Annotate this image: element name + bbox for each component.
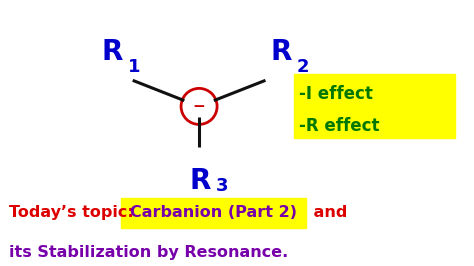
Text: -R effect: -R effect	[299, 117, 379, 135]
Text: −: −	[193, 99, 205, 114]
Text: Today’s topic:: Today’s topic:	[9, 205, 146, 220]
Text: -I effect: -I effect	[299, 85, 373, 103]
FancyBboxPatch shape	[121, 197, 306, 228]
Text: 2: 2	[296, 58, 309, 76]
Text: R: R	[270, 38, 292, 66]
Text: 1: 1	[128, 58, 140, 76]
Text: and: and	[308, 205, 347, 220]
Text: Carbanion (Part 2): Carbanion (Part 2)	[130, 205, 297, 220]
Text: 3: 3	[216, 177, 228, 195]
Text: R: R	[102, 38, 123, 66]
Text: its Stabilization by Resonance.: its Stabilization by Resonance.	[9, 245, 289, 260]
Text: R: R	[190, 167, 211, 195]
FancyBboxPatch shape	[294, 74, 455, 138]
